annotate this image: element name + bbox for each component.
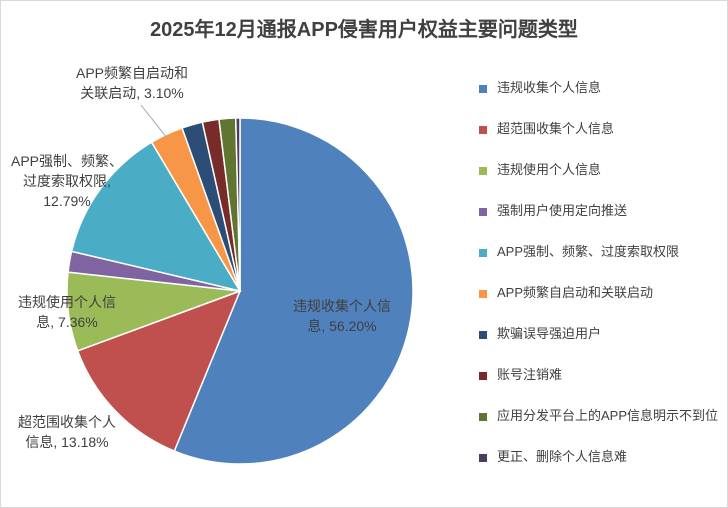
legend-item: 超范围收集个人信息	[479, 120, 719, 161]
data-label: 违规收集个人信息, 56.20%	[293, 298, 391, 334]
legend-label: 强制用户使用定向推送	[497, 203, 628, 218]
chart-legend: 违规收集个人信息 超范围收集个人信息 违规使用个人信息强制用户使用定向推送 APP强制…	[479, 79, 719, 489]
legend-item: 账号注销难	[479, 366, 719, 407]
legend-swatch	[479, 290, 487, 298]
legend-item: 更正、删除个人信息难	[479, 448, 719, 489]
legend-item: 应用分发平台上的APP信息明示不到位	[479, 407, 719, 448]
legend-label: 欺骗误导强迫用户	[497, 326, 602, 341]
chart-title: 2025年12月通报APP侵害用户权益主要问题类型	[150, 19, 578, 41]
data-label: 超范围收集个人信息, 13.18%	[18, 414, 116, 450]
legend-label: 更正、删除个人信息难	[497, 449, 628, 464]
legend-item: 违规收集个人信息	[479, 79, 719, 120]
legend-swatch	[479, 413, 487, 421]
legend-item: APP强制、频繁、过度索取权限	[479, 243, 719, 284]
data-label: 违规使用个人信息, 7.36%	[18, 294, 116, 330]
legend-swatch	[479, 85, 487, 93]
legend-swatch	[479, 208, 487, 216]
legend-label: 应用分发平台上的APP信息明示不到位	[497, 408, 719, 423]
data-label: APP频繁自启动和关联启动, 3.10%	[76, 65, 188, 101]
pie-slice	[173, 117, 414, 465]
legend-swatch	[479, 249, 487, 257]
pie-slice	[234, 117, 241, 292]
leader-line	[140, 104, 168, 139]
legend-swatch	[479, 126, 487, 134]
legend-label: APP强制、频繁、过度索取权限	[497, 244, 680, 259]
legend-swatch	[479, 372, 487, 380]
pie-slice	[76, 289, 242, 453]
legend-label: 超范围收集个人信息	[497, 121, 615, 136]
legend-item: 欺骗误导强迫用户	[479, 325, 719, 366]
legend-label: APP频繁自启动和关联启动	[497, 285, 654, 300]
data-label: APP强制、频繁、过度索取权限, 12.79%	[11, 153, 123, 209]
legend-swatch	[479, 331, 487, 339]
legend-item: 强制用户使用定向推送	[479, 202, 719, 243]
legend-label: 违规使用个人信息	[497, 162, 602, 177]
pie-slice	[70, 141, 242, 293]
legend-item: APP频繁自启动和关联启动	[479, 284, 719, 325]
legend-label: 违规收集个人信息	[497, 80, 602, 95]
legend-item: 违规使用个人信息	[479, 161, 719, 202]
legend-label: 账号注销难	[497, 367, 563, 382]
legend-swatch	[479, 454, 487, 462]
legend-swatch	[479, 167, 487, 175]
